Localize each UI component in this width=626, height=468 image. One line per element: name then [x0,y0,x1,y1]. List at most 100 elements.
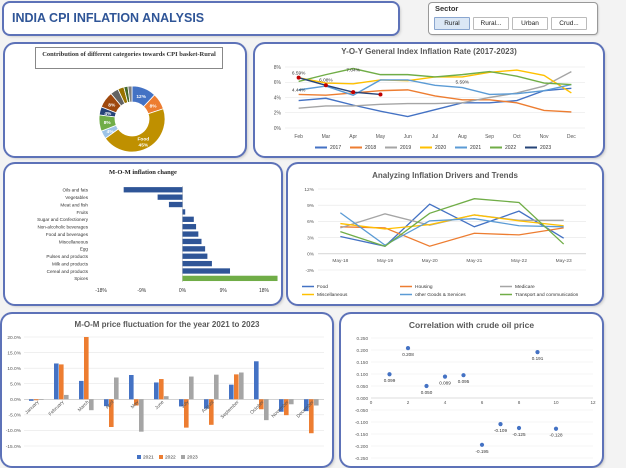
bar-2023-march [89,399,94,411]
legend-label: 2020 [435,145,446,151]
scatter-point [424,383,429,389]
y-tick-label: 9% [307,203,315,209]
scatter-point [553,426,559,431]
fluctuation-chart-panel[interactable]: M-O-M price fluctuation for the year 202… [2,314,332,466]
donut-slice-label: 4% [107,129,115,135]
category-label: Fruits [77,210,89,215]
y-tick-label: 0.150 [357,360,369,365]
slicer-title: Sector [435,4,459,13]
scatter-point-label: 0.208 [402,352,414,357]
slicer-button-rural[interactable]: Rural [434,17,470,30]
category-label: Egg [80,247,89,252]
series-marker-2023 [323,83,328,88]
bar-2023-january [39,399,44,400]
bar-2022-september [234,374,239,400]
x-tick-label: 10 [553,400,559,405]
x-tick-label: 6 [481,400,484,405]
y-tick-label: 0.000 [357,396,369,401]
x-tick-label: Jun [404,134,412,140]
fluctuation-chart-title: M-O-M price fluctuation for the year 202… [74,320,260,329]
bar-fruits [182,209,186,215]
scatter-point-label: -0.128 [549,433,562,438]
bar-2022-january [34,399,39,401]
x-tick-label: -18% [95,288,107,294]
bar-2023-april [114,377,119,400]
slicer-button-urban[interactable]: Urban [512,17,548,30]
x-tick-label: Mar [322,134,331,140]
bar-2023-june [164,396,169,400]
series-line-2017 [298,87,572,118]
yoy-chart-panel[interactable]: Y-O-Y General Index Inflation Rate (2017… [255,44,603,156]
drivers-chart-panel[interactable]: Analyzing Inflation Drivers and Trends -… [288,164,602,304]
slicer-button-rural-urban[interactable]: Rural... [473,17,509,30]
bar-2022-november [284,399,289,416]
y-tick-label: 0% [307,252,315,258]
x-tick-label: May [130,399,141,410]
bar-2022-may [134,399,139,406]
bar-2023-august [214,374,219,400]
y-tick-label: -5.0% [8,413,21,419]
x-tick-label: 9% [220,288,228,294]
bar-2021-january [29,399,34,401]
x-tick-label: -9% [137,288,146,294]
legend-label: 2023 [540,145,551,151]
bar-miscellaneous [182,238,202,245]
donut-slice [104,108,166,153]
y-tick-label: 0.0% [10,397,22,403]
x-tick-label: 0 [370,400,373,405]
legend-swatch [159,455,163,459]
x-tick-label: May-22 [511,258,527,264]
bar-2021-march [79,380,84,400]
y-tick-label: -0.050 [355,408,368,413]
scatter-point-label: 0.050 [421,390,433,395]
y-tick-label: 20.0% [7,335,21,341]
donut-slice-label: 8% [108,102,116,108]
y-tick-label: 0.050 [357,384,369,389]
bar-2023-may [139,399,144,432]
mom-change-panel[interactable]: M-O-M inflation change Oils and fats Vege… [5,164,281,304]
series-line [340,198,565,247]
scatter-point [405,345,411,351]
bar-sugar-and-confectionery [182,216,194,222]
scatter-point-label: 0.099 [384,378,396,383]
bar-2021-june [154,382,159,400]
scatter-point-label: -0.109 [494,428,507,433]
bar-2023-july [189,376,194,400]
y-tick-label: 4% [274,95,282,101]
bar-vegetables [157,194,183,200]
bar-spices [182,275,278,282]
correlation-chart-panel[interactable]: Correlation with crude oil price -0.250-… [341,314,602,466]
bar-milk-and-products [182,260,212,267]
x-tick-label: Oct [513,134,521,140]
donut-chart-panel[interactable]: Contribution of different categories tow… [5,44,245,156]
scatter-point-label: -0.125 [512,432,525,437]
category-label: Cereal and products [47,269,89,274]
x-tick-label: Sep [485,134,494,140]
scatter-point [387,372,392,377]
category-label: Vegetables [65,195,88,200]
scatter-point-label: 0.095 [458,379,470,384]
y-tick-label: 8% [274,65,282,71]
bar-food-and-beverages [182,231,199,237]
series-line-2019 [298,70,572,109]
legend-label: 2022 [505,145,516,151]
x-tick-label: July [180,399,191,410]
series-line-2022 [298,67,572,86]
bar-2022-february [59,364,64,400]
dashboard-title: INDIA CPI INFLATION ANALYSIS [12,11,205,25]
legend-label: 2022 [165,455,176,461]
correlation-scatter-chart: -0.250 -0.200 -0.150 -0.100 -0.050 0.000 0.050… [355,336,596,461]
y-tick-label: -15.0% [6,444,22,450]
x-tick-label: Apr [349,134,357,140]
legend-label: 2018 [365,145,376,151]
legend-label: Miscellaneous [317,292,348,298]
y-tick-label: 2% [274,111,282,117]
legend-label: Transport and communication [515,292,579,298]
slicer-button-crude[interactable]: Crud... [551,17,587,30]
x-tick-label: 8 [518,400,521,405]
series-marker-2023 [378,92,383,97]
bar-2022-march [84,337,89,400]
bar-egg [182,246,206,252]
scatter-point [498,422,503,427]
bar-non-alcoholic-beverages [182,224,197,230]
